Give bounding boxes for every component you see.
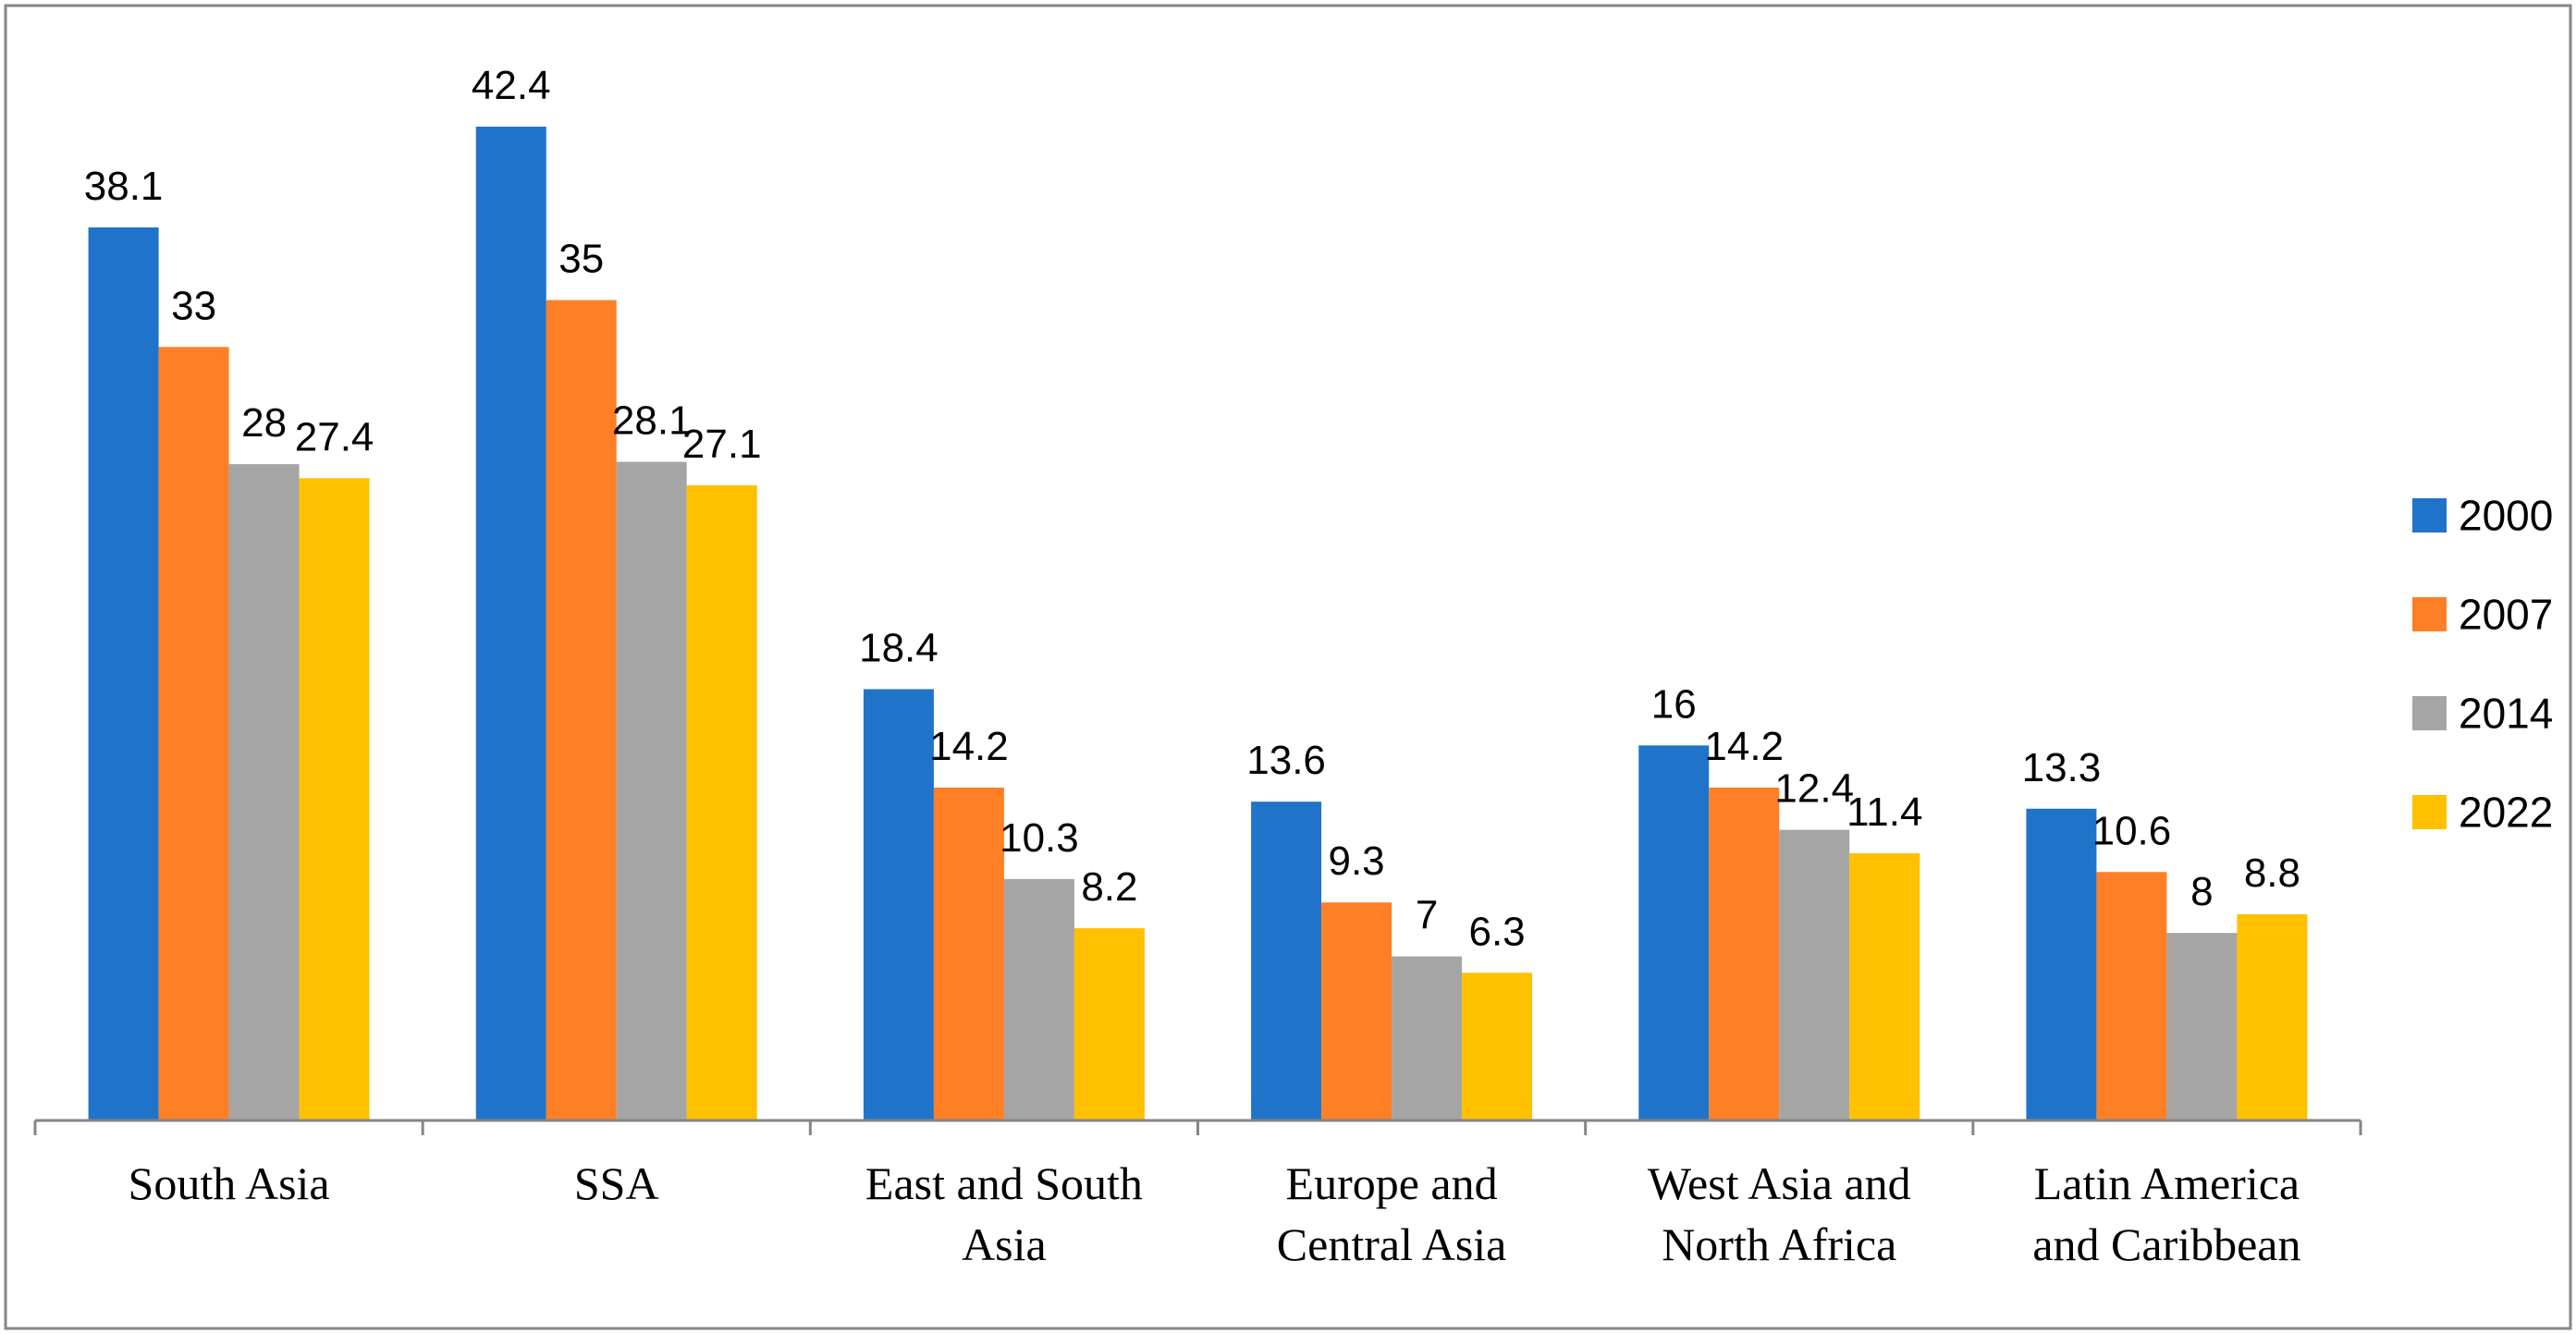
bar-2007-0 — [158, 347, 229, 1121]
data-label-2022-1: 27.1 — [682, 422, 762, 467]
category-label-0: South Asia — [129, 1157, 330, 1209]
category-label-line: West Asia and — [1648, 1157, 1911, 1209]
legend-label-2007: 2007 — [2459, 591, 2553, 639]
legend-label-2022: 2022 — [2459, 789, 2553, 837]
data-label-2007-1: 35 — [558, 237, 604, 282]
data-label-2022-4: 11.4 — [1846, 789, 1922, 835]
legend-swatch-2007 — [2412, 597, 2447, 631]
legend: 2000 2007 2014 2022 — [2412, 492, 2553, 837]
legend-swatch-2000 — [2412, 498, 2447, 532]
bar-2000-5 — [2026, 808, 2097, 1120]
bar-2022-5 — [2237, 913, 2308, 1120]
bar-2000-1 — [475, 127, 546, 1120]
data-label-2000-5: 13.3 — [2022, 745, 2102, 790]
bar-2014-5 — [2166, 933, 2238, 1120]
category-label-line: East and South — [865, 1157, 1143, 1209]
data-label-2022-0: 27.4 — [295, 414, 374, 459]
category-label-line: and Caribbean — [2032, 1218, 2300, 1270]
category-label-2: East and South Asia — [865, 1157, 1143, 1270]
x-axis — [33, 1119, 2362, 1135]
legend-label-2000: 2000 — [2459, 492, 2553, 540]
bar-2000-3 — [1251, 802, 1322, 1120]
category-label-line: Central Asia — [1277, 1218, 1507, 1270]
data-label-2007-2: 14.2 — [929, 724, 1009, 769]
category-label-4: West Asia and North Africa — [1648, 1157, 1911, 1270]
data-label-2007-4: 14.2 — [1704, 724, 1784, 769]
bar-2007-3 — [1321, 902, 1392, 1120]
chart-border — [4, 4, 2572, 1330]
category-label-line: Latin America — [2034, 1157, 2300, 1209]
data-label-2014-3: 7 — [1416, 893, 1438, 938]
bars-layer — [88, 127, 2308, 1121]
data-label-2022-2: 8.2 — [1081, 864, 1137, 910]
data-label-2007-5: 10.6 — [2092, 808, 2172, 853]
legend-swatch-2014 — [2412, 696, 2447, 730]
data-label-2000-1: 42.4 — [472, 63, 551, 108]
data-label-2014-1: 28.1 — [612, 398, 692, 444]
bar-2000-4 — [1638, 745, 1710, 1120]
category-label-3: Europe and Central Asia — [1277, 1157, 1507, 1270]
category-label-line: North Africa — [1662, 1218, 1896, 1270]
legend-label-2014: 2014 — [2459, 690, 2553, 738]
data-label-2014-2: 10.3 — [1000, 815, 1079, 861]
bar-2022-0 — [299, 478, 370, 1120]
data-label-2014-4: 12.4 — [1774, 766, 1854, 812]
data-label-2007-0: 33 — [171, 283, 216, 328]
category-label-line: Europe and — [1286, 1157, 1498, 1209]
data-label-2022-3: 6.3 — [1468, 909, 1525, 954]
bar-2022-1 — [686, 484, 757, 1120]
bar-2022-4 — [1849, 852, 1920, 1120]
data-label-2000-4: 16 — [1651, 681, 1697, 727]
category-label-5: Latin America and Caribbean — [2032, 1157, 2300, 1270]
bar-2007-5 — [2096, 872, 2167, 1120]
data-label-2014-5: 8 — [2190, 869, 2213, 914]
category-labels-layer: South Asia SSA East and South Asia Europe an… — [129, 1157, 2301, 1270]
category-label-line: Asia — [962, 1218, 1047, 1270]
bar-2022-2 — [1073, 928, 1145, 1120]
bar-2007-2 — [933, 787, 1004, 1120]
bar-2000-2 — [863, 689, 934, 1120]
data-label-2000-0: 38.1 — [84, 164, 164, 209]
bar-2022-3 — [1462, 973, 1533, 1120]
category-label-line: SSA — [574, 1157, 659, 1209]
bar-2007-4 — [1709, 787, 1780, 1120]
data-label-2000-3: 13.6 — [1246, 738, 1326, 783]
bar-2014-0 — [228, 464, 300, 1120]
data-label-2000-2: 18.4 — [859, 625, 938, 670]
data-label-2014-0: 28 — [241, 400, 287, 446]
data-label-2022-5: 8.8 — [2244, 851, 2300, 896]
category-label-line: South Asia — [129, 1157, 330, 1209]
bar-2014-4 — [1779, 829, 1850, 1120]
data-label-2007-3: 9.3 — [1328, 838, 1384, 884]
bar-2007-1 — [546, 300, 617, 1120]
bar-2014-1 — [616, 461, 687, 1120]
bar-2014-3 — [1392, 956, 1463, 1120]
legend-swatch-2022 — [2412, 795, 2447, 829]
bar-2014-2 — [1003, 878, 1074, 1120]
category-label-1: SSA — [574, 1157, 659, 1209]
bar-2000-0 — [88, 227, 159, 1120]
